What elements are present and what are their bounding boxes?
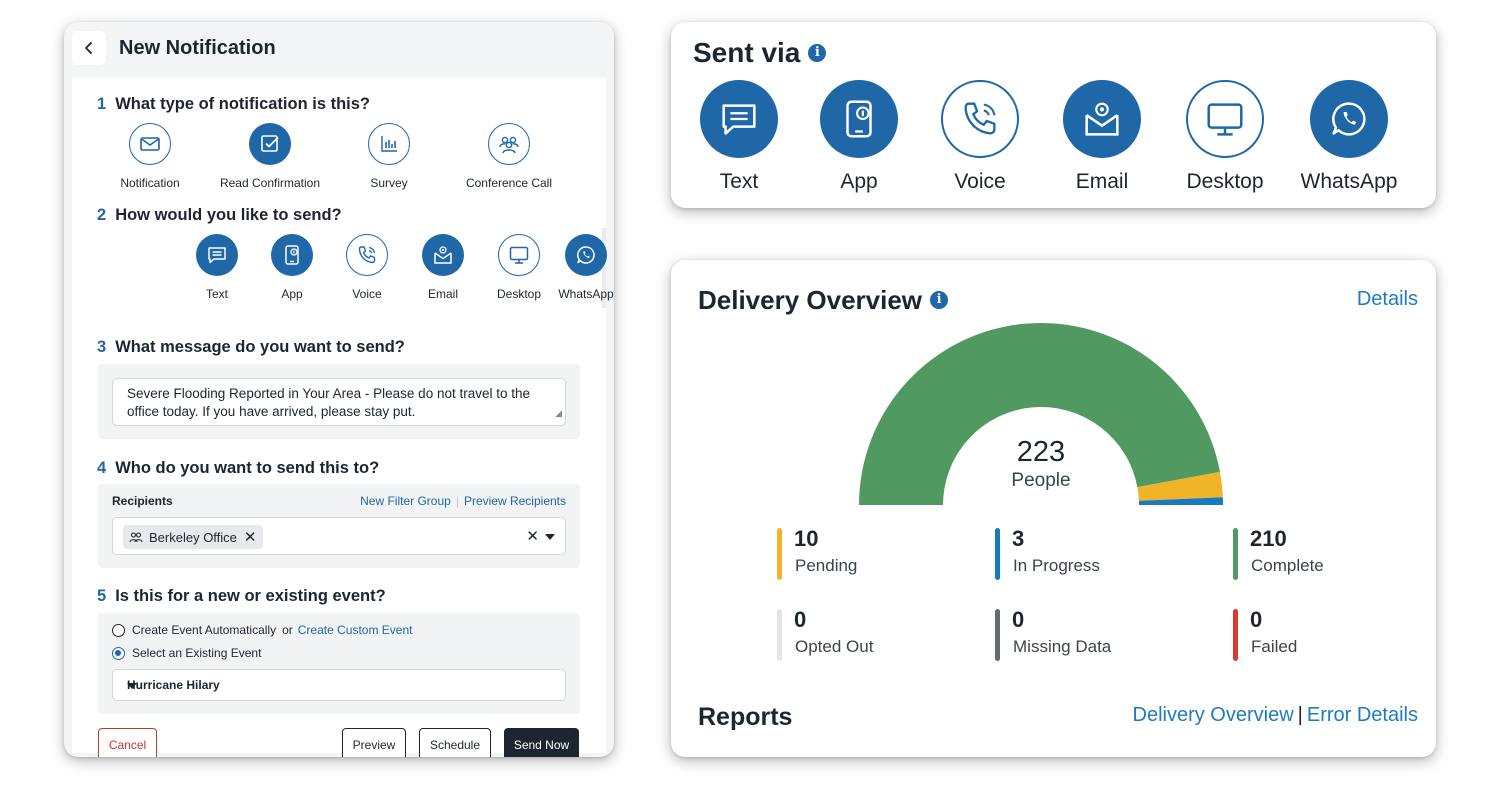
chat-bubble-icon xyxy=(722,104,756,135)
new-filter-group-link[interactable]: New Filter Group xyxy=(360,494,451,508)
step-2-heading: 2 How would you like to send? xyxy=(97,206,342,224)
info-icon[interactable]: i xyxy=(930,291,949,310)
sent-channel-email: Email xyxy=(1032,80,1172,194)
monitor-icon xyxy=(1207,103,1243,136)
recipients-section: Recipients New Filter Group | Preview Reci… xyxy=(98,484,580,568)
type-notification[interactable]: Notification xyxy=(110,123,190,190)
stat-bar xyxy=(1233,609,1238,661)
stat-bar xyxy=(1233,528,1238,580)
email-icon xyxy=(434,246,452,264)
new-notification-panel: New Notification 1 What type of notificat… xyxy=(64,22,614,757)
step-4-heading: 4 Who do you want to send this to? xyxy=(97,459,380,477)
schedule-button[interactable]: Schedule xyxy=(419,728,491,757)
remove-chip-icon[interactable]: ✕ xyxy=(243,529,257,546)
recipients-links: New Filter Group | Preview Recipients xyxy=(360,494,566,508)
chevron-down-icon[interactable] xyxy=(545,534,555,540)
gauge-segment-in-progress xyxy=(1138,497,1223,505)
stat-bar xyxy=(777,609,782,661)
sent-via-card: Sent via i Text App Voice Email Desktop W xyxy=(671,22,1436,208)
delivery-overview-card: Delivery Overview i Details 223 People 10… xyxy=(671,260,1436,757)
whatsapp-icon xyxy=(577,246,595,264)
group-icon xyxy=(129,532,143,543)
sent-via-title: Sent via i xyxy=(693,37,827,69)
form-body: 1 What type of notification is this? Noti… xyxy=(72,78,614,757)
sent-channel-whatsapp: WhatsApp xyxy=(1279,80,1419,194)
delivery-overview-report-link[interactable]: Delivery Overview xyxy=(1132,704,1294,726)
checkbox-icon xyxy=(261,135,279,152)
people-group-icon xyxy=(499,136,519,154)
step-1-heading: 1 What type of notification is this? xyxy=(97,95,371,113)
panel-header: New Notification xyxy=(64,22,614,78)
total-label: People xyxy=(1011,470,1071,491)
step-3-heading: 3 What message do you want to send? xyxy=(97,338,405,356)
type-read-confirmation[interactable]: Read Confirmation xyxy=(210,123,330,190)
whatsapp-icon xyxy=(1332,102,1366,136)
type-conference-call[interactable]: Conference Call xyxy=(454,123,564,190)
channel-text[interactable]: Text xyxy=(187,234,247,301)
mobile-app-icon xyxy=(285,245,299,265)
total-count: 223 xyxy=(1016,436,1066,468)
sent-channel-desktop: Desktop xyxy=(1155,80,1295,194)
preview-button[interactable]: Preview xyxy=(342,728,406,757)
bar-chart-icon xyxy=(381,136,397,152)
channel-whatsapp[interactable]: WhatsApp xyxy=(551,234,614,301)
channel-app[interactable]: App xyxy=(262,234,322,301)
resize-handle-icon[interactable]: ◢ xyxy=(555,408,562,418)
monitor-icon xyxy=(509,246,529,264)
info-icon[interactable]: i xyxy=(808,43,827,62)
email-icon xyxy=(1085,102,1119,136)
phone-icon xyxy=(358,246,376,264)
chevron-down-icon[interactable] xyxy=(127,683,137,689)
error-details-link[interactable]: Error Details xyxy=(1306,704,1418,726)
details-link[interactable]: Details xyxy=(1356,288,1418,310)
delivery-gauge xyxy=(859,322,1223,505)
stat-bar xyxy=(995,609,1000,661)
reports-title: Reports xyxy=(698,703,793,731)
page-title: New Notification xyxy=(119,37,276,59)
message-textarea[interactable]: Severe Flooding Reported in Your Area - … xyxy=(112,378,566,426)
sent-channel-app: App xyxy=(789,80,929,194)
message-section: Severe Flooding Reported in Your Area - … xyxy=(98,364,580,439)
event-section: Create Event Automatically or Create Cus… xyxy=(98,613,580,714)
preview-recipients-link[interactable]: Preview Recipients xyxy=(463,494,566,508)
channel-desktop[interactable]: Desktop xyxy=(484,234,554,301)
channel-email[interactable]: Email xyxy=(413,234,473,301)
recipients-select[interactable]: Berkeley Office ✕ ✕ xyxy=(112,517,566,555)
envelope-icon xyxy=(140,137,160,151)
type-survey[interactable]: Survey xyxy=(349,123,429,190)
send-now-button[interactable]: Send Now xyxy=(504,728,579,757)
event-select[interactable]: Hurricane Hilary xyxy=(112,669,566,701)
recipients-label: Recipients xyxy=(112,494,173,508)
create-auto-radio[interactable] xyxy=(112,623,125,637)
existing-event-option[interactable]: Select an Existing Event xyxy=(112,646,261,660)
channel-voice[interactable]: Voice xyxy=(337,234,397,301)
create-custom-event-link[interactable]: Create Custom Event xyxy=(297,623,413,637)
step-5-heading: 5 Is this for a new or existing event? xyxy=(97,587,386,605)
sent-channel-text: Text xyxy=(669,80,809,194)
phone-icon xyxy=(964,102,996,135)
create-event-option[interactable]: Create Event Automatically or Create Cus… xyxy=(112,623,412,637)
gauge-segment-complete xyxy=(859,322,1220,505)
delivery-title: Delivery Overview i xyxy=(698,285,949,316)
chevron-left-icon xyxy=(85,42,92,54)
existing-event-radio[interactable] xyxy=(112,646,125,660)
clear-icon[interactable]: ✕ xyxy=(526,528,539,545)
sent-channel-voice: Voice xyxy=(910,80,1050,194)
stat-bar xyxy=(777,528,782,580)
scrollbar[interactable] xyxy=(602,228,606,308)
recipient-chip: Berkeley Office ✕ xyxy=(123,525,263,549)
mobile-app-icon xyxy=(846,100,872,138)
cancel-button[interactable]: Cancel xyxy=(98,728,157,757)
back-button[interactable] xyxy=(72,31,106,65)
gauge-segment-pending xyxy=(1137,471,1223,501)
stat-bar xyxy=(995,528,1000,580)
chat-bubble-icon xyxy=(208,247,226,264)
report-links: Delivery Overview | Error Details xyxy=(1132,704,1419,726)
